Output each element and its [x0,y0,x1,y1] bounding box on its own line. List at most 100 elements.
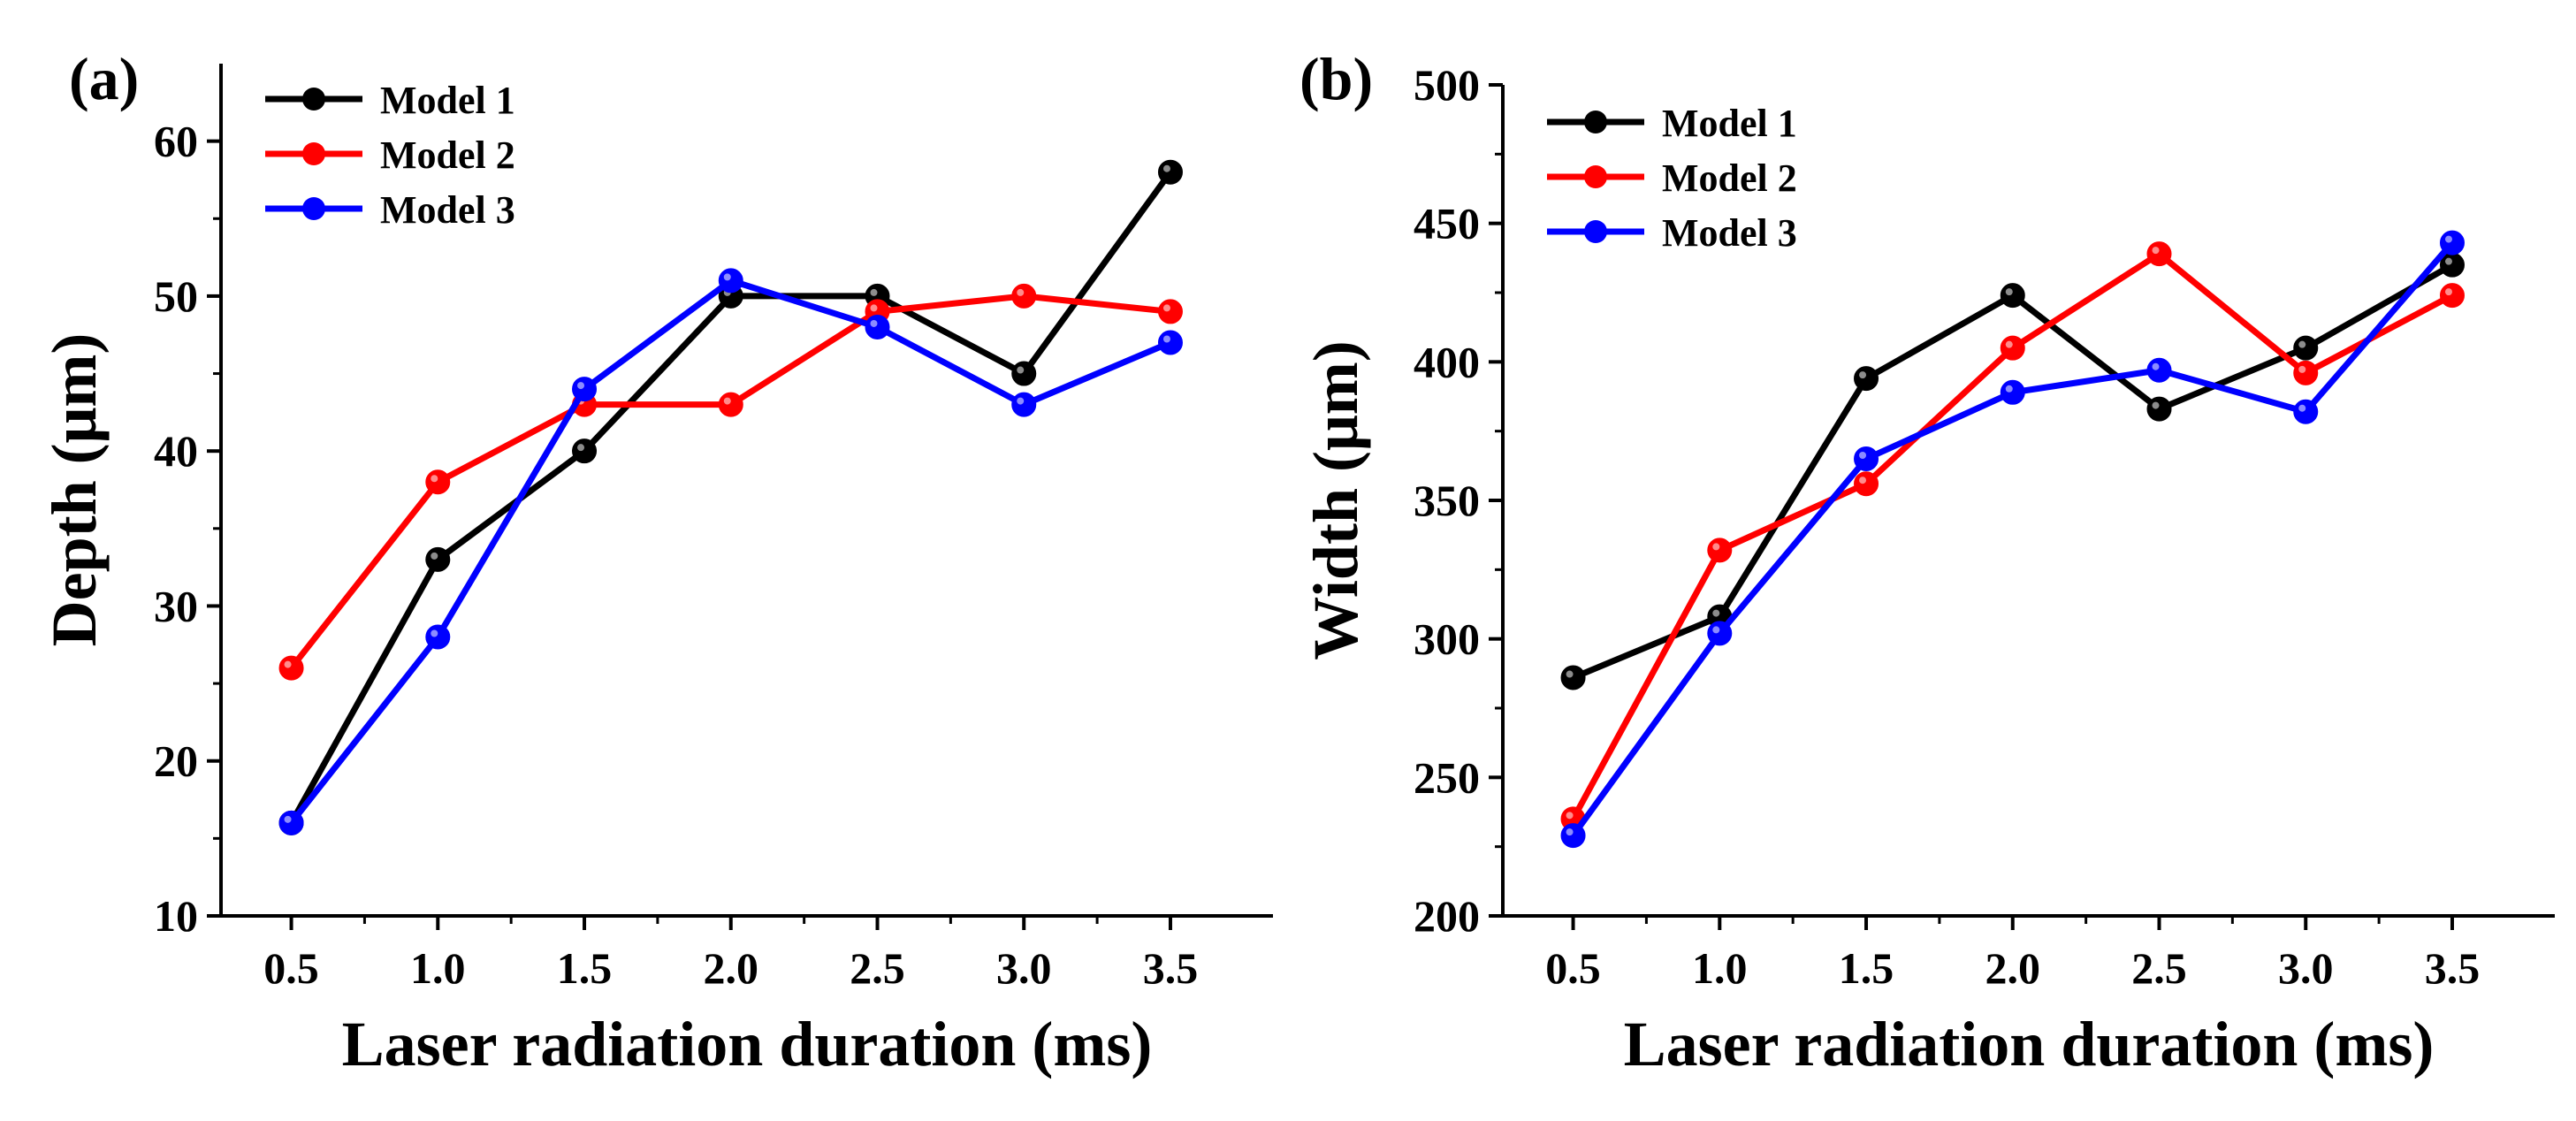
data-point-highlight [2152,247,2160,255]
legend-label: Model 3 [1662,211,1797,255]
data-point-highlight [431,475,438,483]
data-point-highlight [1017,366,1025,374]
data-point-highlight [2298,340,2306,348]
y-tick-label: 200 [1414,891,1480,941]
y-axis-label: Depth (μm) [39,333,110,647]
x-axis-label: Laser radiation duration (ms) [342,1009,1153,1079]
x-tick-label: 2.0 [1985,943,2041,993]
data-point-highlight [284,660,292,668]
data-point-highlight [577,382,585,390]
x-tick-label: 3.5 [2425,943,2481,993]
y-tick-label: 20 [154,736,198,786]
data-point-highlight [870,304,878,312]
data-point-highlight [1712,626,1720,634]
legend-label: Model 1 [380,79,515,122]
data-point [2439,283,2465,309]
x-tick-label: 1.5 [1839,943,1894,993]
data-point-highlight [1859,452,1867,459]
series-model-3 [278,268,1183,835]
data-point-highlight [431,552,438,560]
data-point [1854,471,1879,497]
data-point [572,377,598,402]
legend: Model 1 Model 2 Model 3 [1547,102,1797,255]
data-point-highlight [1859,477,1867,484]
series-model-1 [278,159,1183,835]
data-point [2439,252,2465,278]
x-tick-label: 3.0 [996,943,1052,993]
legend-marker [302,142,325,165]
data-point-highlight [1162,335,1170,343]
series-model-2 [1560,241,2465,832]
data-point-highlight [2444,257,2452,265]
data-point-highlight [431,629,438,637]
x-tick-label: 2.0 [704,943,759,993]
series-line [1572,262,2454,681]
data-point [2146,241,2172,267]
data-point-highlight [284,815,292,823]
data-point [425,624,451,650]
legend-marker [302,88,325,111]
legend-marker [1584,111,1607,133]
chart-panel-a: 10 20 30 40 50 60 0.5 1.0 1.5 2.0 2.5 3.0 3.5 Laser r… [39,45,1273,1079]
data-point [1560,665,1586,690]
legend-label: Model 2 [1662,156,1797,200]
panel-label: (b) [1299,45,1373,112]
series-model-3 [1560,230,2465,849]
y-tick-label: 250 [1414,752,1480,802]
data-point-highlight [1712,609,1720,617]
y-tick-label: 300 [1414,614,1480,664]
data-point [2146,357,2172,383]
chart-panel-b: 200 250 300 350 400 450 500 0.5 1.0 1.5 2.0 2.5 3.0 3… [1299,45,2555,1079]
legend-marker [302,197,325,220]
data-point-highlight [1162,304,1170,312]
data-point [1157,330,1183,355]
data-point [1560,823,1586,849]
data-point [2293,360,2319,385]
data-point-highlight [2152,362,2160,370]
data-point-highlight [2005,385,2013,393]
y-tick-label: 350 [1414,476,1480,525]
y-tick-label: 450 [1414,199,1480,248]
y-axis-label: Width (μm) [1300,340,1371,660]
data-point-highlight [870,288,878,296]
legend-label: Model 1 [1662,102,1797,145]
data-point [1707,621,1733,646]
data-point [718,268,743,294]
data-point-highlight [1017,397,1025,405]
data-point-highlight [2298,404,2306,412]
x-tick-label: 1.0 [1692,943,1748,993]
x-tick-label: 3.5 [1143,943,1199,993]
panel-label: (a) [69,45,139,112]
x-axis-label: Laser radiation duration (ms) [1624,1009,2435,1079]
x-tick-label: 0.5 [263,943,319,993]
data-point [1157,299,1183,324]
legend-label: Model 3 [380,188,515,232]
data-point-highlight [1712,543,1720,551]
y-tick-label: 50 [154,271,198,321]
data-point-highlight [2005,288,2013,296]
data-point [2000,283,2025,309]
data-point-highlight [723,397,731,405]
legend-marker [1584,165,1607,188]
data-point [2439,230,2465,255]
data-point-highlight [2444,288,2452,296]
data-point [1854,446,1879,471]
data-point [1707,538,1733,563]
data-point-highlight [1859,371,1867,379]
legend-label: Model 2 [380,133,515,177]
data-point-highlight [1566,812,1574,820]
data-point [1011,361,1037,386]
x-tick-label: 3.0 [2278,943,2334,993]
data-point [2293,335,2319,361]
legend: Model 1 Model 2 Model 3 [265,79,515,232]
data-point [2293,399,2319,424]
data-point-highlight [1566,828,1574,836]
y-tick-label: 60 [154,117,198,166]
data-point [1011,392,1037,417]
data-point [572,438,598,464]
y-tick-label: 400 [1414,337,1480,386]
data-point-highlight [1566,670,1574,678]
y-tick-label: 40 [154,426,198,476]
data-point [718,392,743,417]
data-point [1854,366,1879,392]
